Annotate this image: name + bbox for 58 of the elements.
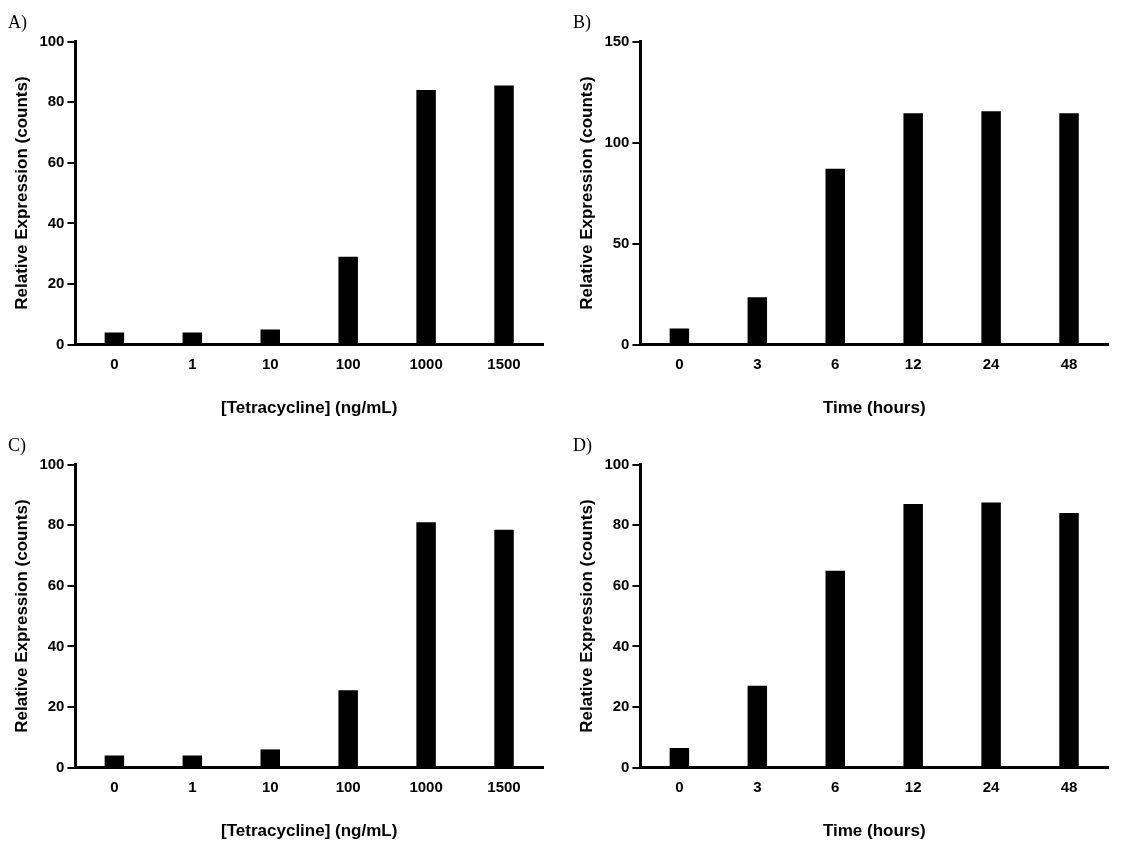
x-tick-label: 0: [675, 354, 684, 372]
y-tick-label: 80: [47, 92, 65, 110]
y-tick-label: 20: [47, 697, 65, 715]
x-tick-label: 0: [110, 777, 119, 795]
x-tick-label: 100: [335, 777, 361, 795]
x-axis-title: Time (hours): [822, 821, 926, 841]
y-tick-label: 0: [56, 757, 65, 775]
y-tick-label: 100: [39, 31, 65, 49]
x-tick-label: 100: [335, 354, 361, 372]
x-tick-label: 6: [831, 354, 840, 372]
y-axis-title: Relative Expression (counts): [11, 76, 31, 310]
x-tick-label: 24: [982, 777, 1001, 795]
y-tick-label: 100: [39, 454, 65, 472]
x-tick-label: 48: [1060, 777, 1078, 795]
x-tick-label: 24: [982, 354, 1001, 372]
x-tick-label: 1000: [409, 777, 443, 795]
y-tick-label: 150: [604, 31, 630, 49]
y-tick-label: 50: [612, 233, 630, 251]
x-tick-label: 12: [904, 777, 922, 795]
y-tick-label: 100: [604, 132, 630, 150]
y-tick-label: 0: [621, 334, 630, 352]
y-tick-label: 0: [621, 757, 630, 775]
x-tick-label: 0: [110, 354, 119, 372]
x-tick-label: 48: [1060, 354, 1078, 372]
y-tick-label: 40: [47, 213, 65, 231]
x-tick-label: 3: [753, 354, 762, 372]
x-axis-title: Time (hours): [822, 398, 926, 418]
chart-title: B): [573, 11, 592, 33]
chart-title: D): [573, 434, 592, 456]
chart-title: A): [8, 11, 27, 33]
y-tick-label: 80: [47, 515, 65, 533]
x-axis-title: [Tetracycline] (ng/mL): [221, 398, 398, 418]
x-tick-label: 6: [831, 777, 840, 795]
y-axis-title: Relative Expression (counts): [576, 499, 596, 733]
y-tick-label: 0: [56, 334, 65, 352]
x-tick-label: 10: [261, 354, 279, 372]
y-tick-label: 80: [612, 515, 630, 533]
x-tick-label: 1500: [487, 777, 521, 795]
y-tick-label: 60: [47, 575, 65, 593]
x-tick-label: 0: [675, 777, 684, 795]
x-tick-label: 12: [904, 354, 922, 372]
x-axis-title: [Tetracycline] (ng/mL): [221, 821, 398, 841]
x-tick-label: 1: [188, 777, 197, 795]
y-tick-label: 40: [612, 636, 630, 654]
x-tick-label: 1500: [487, 354, 521, 372]
y-tick-label: 20: [47, 274, 65, 292]
y-tick-label: 60: [612, 575, 630, 593]
x-tick-label: 1: [188, 354, 197, 372]
y-tick-label: 100: [604, 454, 630, 472]
x-tick-label: 1000: [409, 354, 443, 372]
y-axis-title: Relative Expression (counts): [11, 499, 31, 733]
y-tick-label: 20: [612, 697, 630, 715]
y-axis-title: Relative Expression (counts): [576, 76, 596, 310]
x-tick-label: 10: [261, 777, 279, 795]
x-tick-label: 3: [753, 777, 762, 795]
chart-title: C): [8, 434, 27, 456]
y-tick-label: 40: [47, 636, 65, 654]
y-tick-label: 60: [47, 152, 65, 170]
